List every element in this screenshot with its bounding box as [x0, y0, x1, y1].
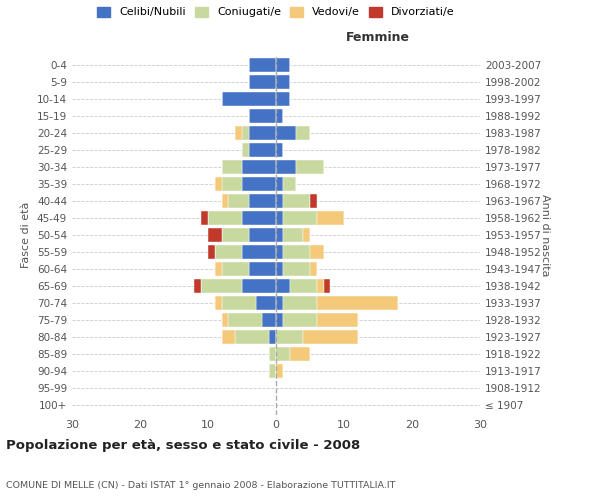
- Bar: [276, 347, 290, 360]
- Bar: [249, 194, 276, 208]
- Text: Popolazione per età, sesso e stato civile - 2008: Popolazione per età, sesso e stato civil…: [6, 440, 360, 452]
- Bar: [283, 296, 317, 310]
- Bar: [215, 178, 221, 191]
- Bar: [256, 296, 276, 310]
- Y-axis label: Anni di nascita: Anni di nascita: [540, 194, 550, 276]
- Bar: [249, 76, 276, 89]
- Bar: [194, 279, 201, 292]
- Bar: [242, 279, 276, 292]
- Bar: [303, 228, 310, 242]
- Bar: [242, 160, 276, 174]
- Bar: [276, 92, 290, 106]
- Bar: [276, 58, 290, 72]
- Bar: [276, 245, 283, 259]
- Bar: [276, 178, 283, 191]
- Bar: [242, 245, 276, 259]
- Bar: [317, 313, 358, 326]
- Bar: [276, 296, 283, 310]
- Bar: [283, 178, 296, 191]
- Text: Femmine: Femmine: [346, 31, 410, 44]
- Bar: [269, 330, 276, 344]
- Bar: [208, 211, 242, 225]
- Bar: [276, 262, 283, 276]
- Bar: [283, 194, 310, 208]
- Bar: [215, 262, 221, 276]
- Bar: [221, 262, 249, 276]
- Bar: [249, 144, 276, 157]
- Legend: Celibi/Nubili, Coniugati/e, Vedovi/e, Divorziati/e: Celibi/Nubili, Coniugati/e, Vedovi/e, Di…: [97, 6, 455, 18]
- Bar: [221, 228, 249, 242]
- Bar: [283, 211, 317, 225]
- Bar: [296, 160, 323, 174]
- Bar: [276, 144, 283, 157]
- Bar: [242, 211, 276, 225]
- Bar: [290, 279, 317, 292]
- Bar: [276, 364, 283, 378]
- Bar: [215, 245, 242, 259]
- Bar: [317, 211, 344, 225]
- Bar: [310, 262, 317, 276]
- Text: COMUNE DI MELLE (CN) - Dati ISTAT 1° gennaio 2008 - Elaborazione TUTTITALIA.IT: COMUNE DI MELLE (CN) - Dati ISTAT 1° gen…: [6, 481, 395, 490]
- Bar: [323, 279, 331, 292]
- Bar: [269, 347, 276, 360]
- Bar: [229, 313, 262, 326]
- Bar: [221, 92, 276, 106]
- Bar: [229, 194, 249, 208]
- Bar: [249, 126, 276, 140]
- Bar: [310, 194, 317, 208]
- Bar: [276, 211, 283, 225]
- Bar: [310, 245, 323, 259]
- Bar: [242, 144, 249, 157]
- Bar: [249, 228, 276, 242]
- Bar: [290, 347, 310, 360]
- Bar: [276, 126, 296, 140]
- Bar: [262, 313, 276, 326]
- Bar: [201, 211, 208, 225]
- Bar: [276, 160, 296, 174]
- Bar: [235, 330, 269, 344]
- Bar: [269, 364, 276, 378]
- Bar: [283, 245, 310, 259]
- Bar: [221, 160, 242, 174]
- Bar: [201, 279, 242, 292]
- Bar: [276, 110, 283, 123]
- Bar: [276, 279, 290, 292]
- Bar: [208, 228, 221, 242]
- Bar: [276, 330, 303, 344]
- Bar: [276, 228, 283, 242]
- Bar: [283, 262, 310, 276]
- Bar: [296, 126, 310, 140]
- Bar: [249, 110, 276, 123]
- Y-axis label: Fasce di età: Fasce di età: [22, 202, 31, 268]
- Bar: [317, 279, 323, 292]
- Bar: [242, 126, 249, 140]
- Bar: [208, 245, 215, 259]
- Bar: [221, 296, 256, 310]
- Bar: [317, 296, 398, 310]
- Bar: [235, 126, 242, 140]
- Bar: [283, 313, 317, 326]
- Bar: [276, 313, 283, 326]
- Bar: [303, 330, 358, 344]
- Bar: [249, 262, 276, 276]
- Bar: [276, 194, 283, 208]
- Bar: [221, 194, 229, 208]
- Bar: [249, 58, 276, 72]
- Bar: [215, 296, 221, 310]
- Bar: [221, 313, 229, 326]
- Bar: [242, 178, 276, 191]
- Bar: [276, 76, 290, 89]
- Bar: [283, 228, 303, 242]
- Bar: [221, 178, 242, 191]
- Bar: [221, 330, 235, 344]
